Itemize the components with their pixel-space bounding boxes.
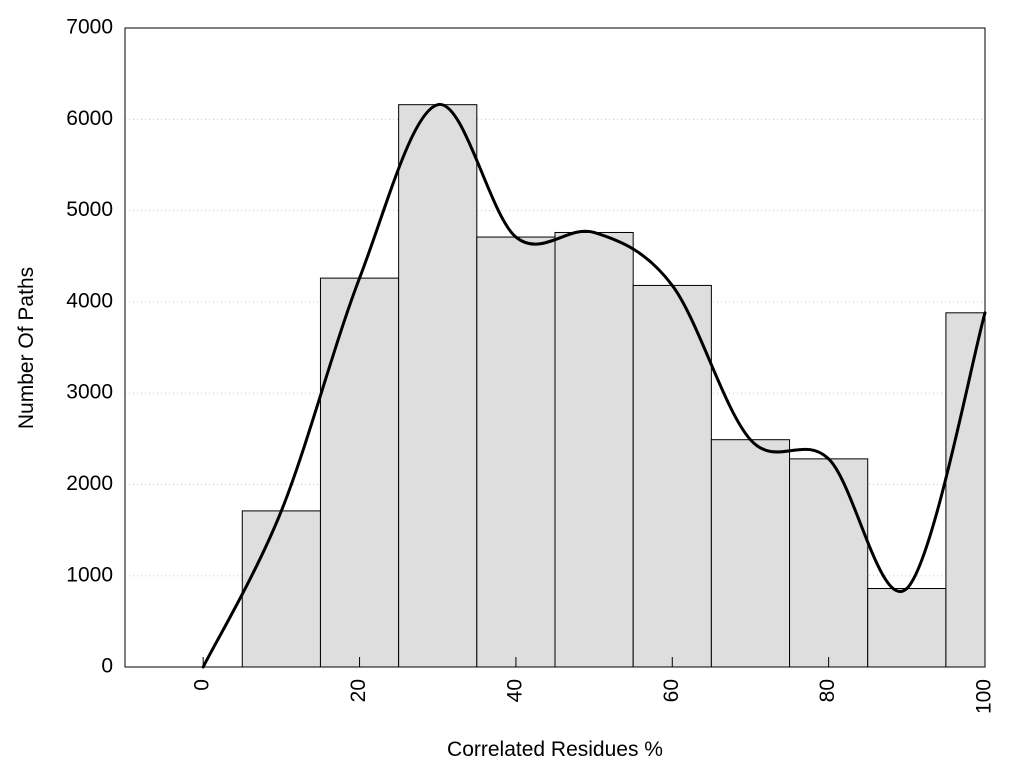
y-tick-label: 2000 bbox=[66, 472, 113, 495]
x-tick-label: 80 bbox=[816, 679, 839, 702]
bar-40 bbox=[476, 236, 556, 668]
x-tick-label: 100 bbox=[973, 679, 996, 714]
bar-80 bbox=[789, 458, 869, 668]
bar-60 bbox=[632, 284, 712, 668]
y-tick-label: 0 bbox=[101, 655, 113, 678]
bar-100 bbox=[945, 312, 986, 668]
x-tick-label: 20 bbox=[347, 679, 370, 702]
plot-frame bbox=[124, 27, 986, 668]
y-tick-label: 5000 bbox=[66, 198, 113, 221]
x-tick-label: 40 bbox=[503, 679, 526, 702]
bars-layer bbox=[241, 104, 986, 668]
x-tick-label: 0 bbox=[191, 679, 214, 691]
x-tick-label: 60 bbox=[660, 679, 683, 702]
x-axis-ticks: 0 20 40 60 80 100 bbox=[191, 657, 996, 714]
y-axis-ticks: 0 1000 2000 3000 4000 5000 6000 7000 bbox=[66, 16, 113, 678]
bar-70 bbox=[710, 439, 791, 668]
bar-10 bbox=[241, 510, 321, 668]
bar-20 bbox=[319, 277, 400, 668]
y-tick-label: 6000 bbox=[66, 107, 113, 130]
y-tick-label: 3000 bbox=[66, 381, 113, 404]
bar-90 bbox=[867, 587, 947, 668]
y-tick-label: 1000 bbox=[66, 563, 113, 586]
y-tick-label: 4000 bbox=[66, 289, 113, 312]
bar-50 bbox=[554, 231, 634, 668]
y-tick-label: 7000 bbox=[66, 16, 113, 39]
y-axis-label: Number Of Paths bbox=[15, 267, 38, 429]
x-axis-label: Correlated Residues % bbox=[447, 738, 663, 761]
bar-30 bbox=[398, 104, 478, 668]
smoothed-curve bbox=[201, 103, 987, 669]
